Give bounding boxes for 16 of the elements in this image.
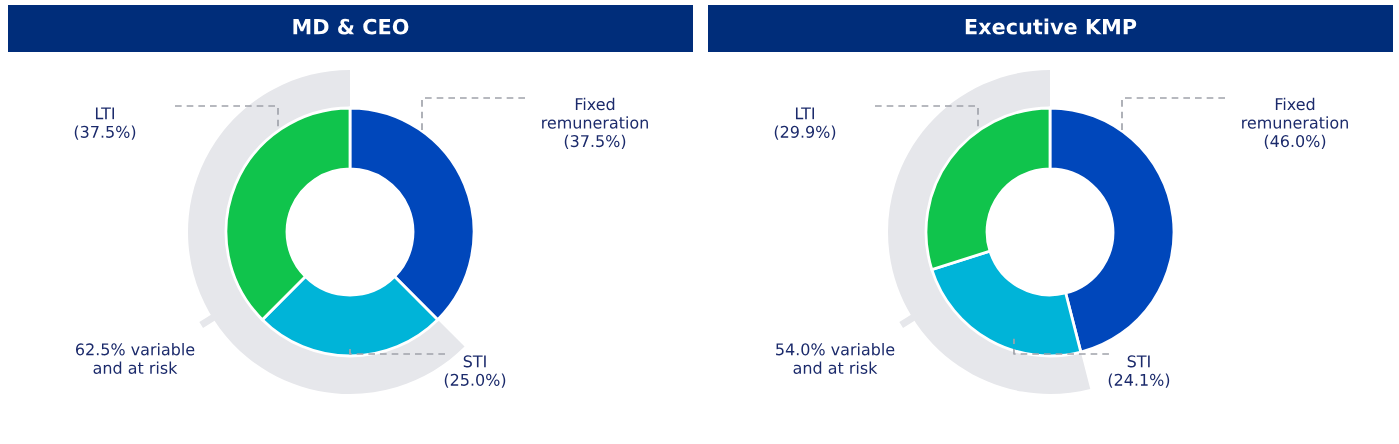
data-label: (25.0%) (444, 373, 506, 388)
slice-label: LTI (95, 107, 115, 120)
data-label: (37.5%) (564, 134, 626, 150)
chart-title: MD & CEO (293, 18, 409, 35)
slice-label: Fixed remuneration (542, 97, 648, 129)
slice-label: STI (1127, 355, 1150, 368)
chart-title: Executive KMP (965, 18, 1137, 35)
slice-label: Fixed remuneration (1242, 97, 1348, 129)
data-label: (29.9%) (774, 125, 836, 140)
data-label: (46.0%) (1264, 134, 1326, 150)
data-label: (24.1%) (1108, 373, 1170, 388)
slice-label: STI (463, 355, 486, 368)
text: 54.0% variable and at risk (776, 343, 895, 374)
slice-label: LTI (795, 107, 815, 120)
text: 62.5% variable and at risk (75, 343, 195, 374)
data-label: (37.5%) (74, 125, 136, 140)
